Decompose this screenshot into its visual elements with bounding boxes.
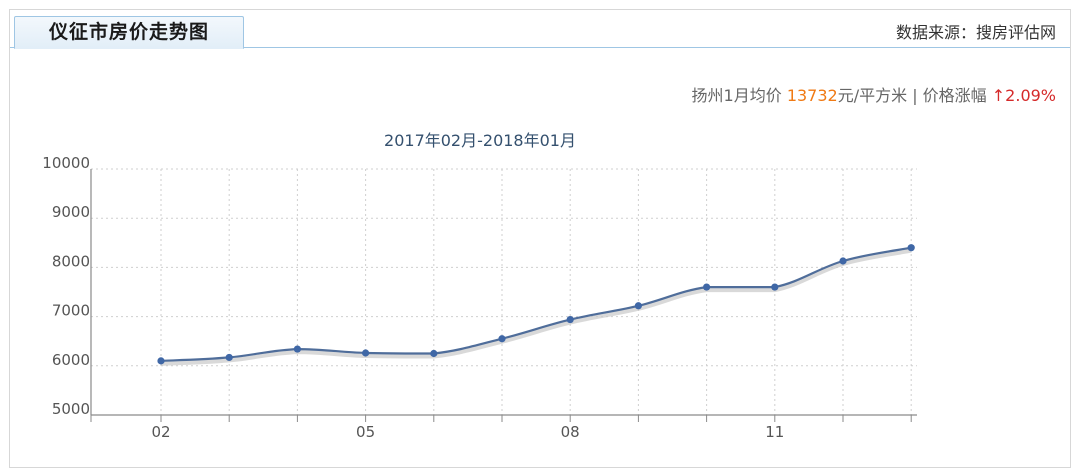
- data-point: [362, 349, 370, 357]
- price-change-value: ↑2.09%: [991, 86, 1056, 105]
- y-tick-label: 8000: [52, 252, 90, 270]
- y-tick-label: 7000: [52, 302, 90, 320]
- summary-prefix: 扬州1月均价: [691, 86, 787, 105]
- data-source-label: 数据来源：搜房评估网: [895, 23, 1056, 42]
- tab-price-trend[interactable]: 仪征市房价走势图: [14, 16, 244, 49]
- y-tick-label: 6000: [52, 351, 90, 369]
- data-point: [771, 283, 779, 291]
- panel-header: 仪征市房价走势图 数据来源：搜房评估网: [10, 10, 1070, 49]
- summary-unit: 元/平方米 | 价格涨幅: [837, 86, 992, 105]
- y-tick-label: 10000: [42, 154, 90, 172]
- data-point: [498, 335, 506, 343]
- chart-series: [157, 244, 915, 366]
- chart-axes: 5000 6000 7000 8000 9000 10000 02 05 08 11: [42, 154, 917, 441]
- x-tick-label: 02: [151, 423, 170, 441]
- data-point: [293, 345, 301, 353]
- x-tick-label: 05: [356, 423, 375, 441]
- data-point: [907, 244, 915, 252]
- data-point: [634, 302, 643, 310]
- y-tick-label: 5000: [52, 400, 90, 418]
- data-point: [225, 353, 233, 362]
- series-line: [160, 246, 912, 362]
- data-point: [157, 357, 165, 365]
- x-tick-label: 11: [765, 423, 784, 441]
- data-point: [430, 349, 438, 358]
- chart-grid: [91, 168, 917, 415]
- chart-title: 2017年02月-2018年01月: [384, 131, 576, 150]
- data-point: [566, 315, 574, 324]
- price-summary: 扬州1月均价 13732元/平方米 | 价格涨幅 ↑2.09%: [692, 82, 1056, 106]
- average-price-value: 13732: [786, 86, 838, 105]
- data-point: [703, 283, 711, 291]
- y-tick-label: 9000: [52, 203, 90, 221]
- data-point: [839, 257, 847, 265]
- x-tick-label: 08: [561, 423, 580, 441]
- series-line-shadow: [160, 248, 912, 366]
- chart-panel: 仪征市房价走势图 数据来源：搜房评估网 扬州1月均价 13732元/平方米 | …: [9, 9, 1071, 468]
